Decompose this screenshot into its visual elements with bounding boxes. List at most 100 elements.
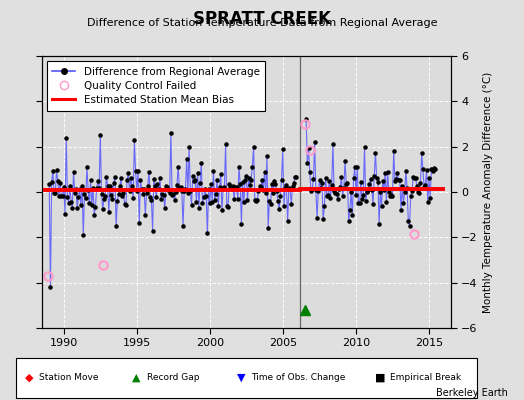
Point	[318, 180, 326, 186]
Point	[400, 189, 409, 195]
Point	[121, 201, 129, 207]
Point	[420, 184, 428, 191]
Point	[358, 196, 366, 202]
Point	[372, 150, 380, 156]
Point	[373, 175, 381, 182]
Point	[162, 183, 170, 190]
Point	[352, 192, 360, 198]
Point	[357, 178, 365, 185]
Point	[82, 194, 90, 201]
Point	[228, 183, 237, 189]
Point	[407, 192, 415, 199]
Point	[393, 170, 401, 176]
Text: Berkeley Earth: Berkeley Earth	[436, 388, 508, 398]
Text: Difference of Station Temperature Data from Regional Average: Difference of Station Temperature Data f…	[87, 18, 437, 28]
Point	[313, 215, 321, 221]
Point	[146, 194, 155, 200]
Point	[107, 192, 115, 198]
Point	[366, 176, 375, 183]
Point	[157, 196, 165, 202]
Point	[193, 170, 202, 176]
Point	[86, 177, 95, 183]
Point	[77, 201, 85, 208]
Point	[126, 174, 135, 181]
Point	[215, 184, 224, 190]
Point	[61, 211, 69, 217]
Point	[130, 137, 138, 143]
Point	[129, 195, 137, 202]
Point	[200, 194, 208, 200]
Point	[418, 150, 426, 157]
Point	[192, 198, 201, 205]
Point	[355, 200, 364, 207]
Point	[158, 191, 167, 198]
Point	[170, 197, 179, 203]
Point	[57, 193, 66, 199]
Point	[83, 164, 91, 170]
Point	[118, 193, 126, 199]
Point	[431, 166, 439, 172]
Point	[191, 177, 199, 184]
Point	[194, 204, 203, 211]
Point	[94, 178, 102, 184]
Point	[225, 180, 233, 187]
Legend: Difference from Regional Average, Quality Control Failed, Estimated Station Mean: Difference from Regional Average, Qualit…	[47, 61, 265, 111]
Point	[280, 202, 288, 209]
Point	[108, 196, 117, 202]
Point	[51, 190, 60, 196]
Point	[269, 190, 277, 196]
Point	[116, 183, 124, 189]
Point	[252, 198, 260, 204]
Point	[119, 189, 128, 196]
Point	[92, 184, 101, 191]
Point	[409, 174, 417, 180]
Point	[403, 185, 411, 191]
Point	[382, 198, 390, 205]
Point	[242, 172, 250, 179]
Point	[271, 181, 280, 188]
Point	[155, 186, 163, 192]
Point	[80, 191, 89, 197]
Point	[323, 193, 331, 199]
Point	[266, 200, 275, 207]
Point	[347, 188, 355, 195]
Point	[164, 187, 172, 193]
Point	[49, 168, 57, 174]
Point	[234, 196, 242, 202]
Point	[312, 187, 320, 193]
Point	[58, 193, 67, 199]
Point	[88, 202, 96, 209]
Point	[302, 116, 310, 123]
Point	[236, 181, 244, 188]
Point	[321, 174, 330, 181]
Point	[348, 212, 356, 218]
Point	[368, 187, 376, 193]
Point	[365, 181, 374, 187]
Point	[156, 175, 164, 181]
Point	[160, 205, 169, 212]
Point	[180, 187, 189, 194]
Point	[50, 190, 58, 196]
Point	[239, 199, 248, 206]
Point	[143, 190, 151, 196]
Point	[250, 196, 259, 203]
Text: Time of Obs. Change: Time of Obs. Change	[252, 374, 346, 382]
Point	[337, 174, 346, 180]
Point	[376, 188, 385, 195]
Point	[147, 197, 156, 204]
Point	[167, 130, 175, 136]
Point	[219, 185, 227, 191]
Point	[227, 184, 236, 190]
Point	[408, 188, 416, 195]
Point	[203, 230, 212, 236]
Point	[123, 177, 131, 183]
Point	[279, 146, 287, 152]
Point	[96, 132, 104, 138]
Point	[202, 193, 210, 200]
Point	[254, 188, 263, 194]
Point	[124, 170, 133, 176]
Point	[66, 183, 74, 190]
Point	[329, 141, 337, 148]
Point	[392, 176, 400, 182]
Point	[241, 177, 249, 184]
